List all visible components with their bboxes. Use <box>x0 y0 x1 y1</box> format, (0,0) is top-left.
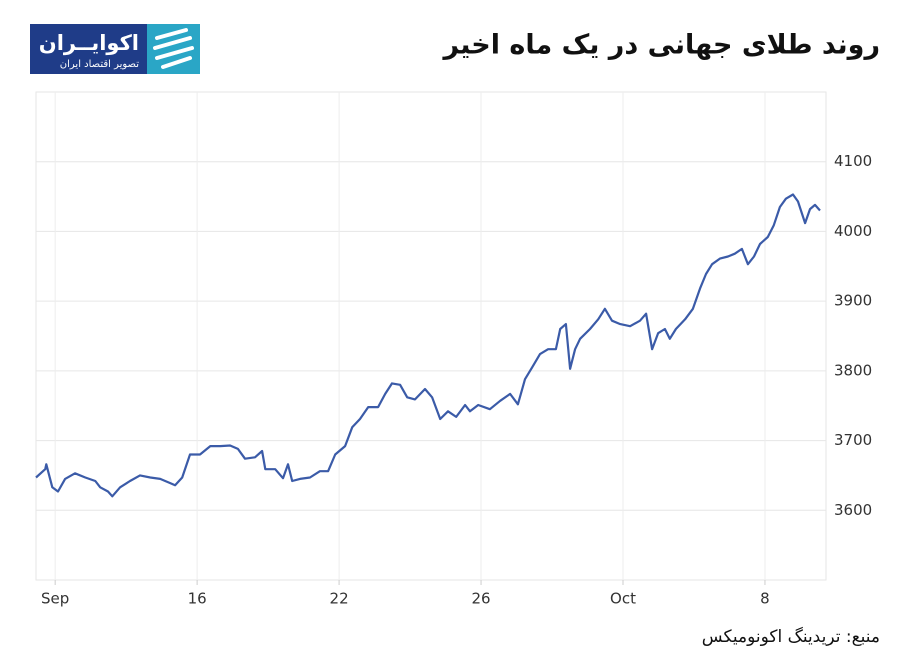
x-tick-label: 8 <box>760 590 770 608</box>
x-tick-label: 22 <box>330 590 349 608</box>
logo-tagline: تصویر اقتصاد ایران <box>60 59 139 70</box>
y-tick-label: 3900 <box>834 292 872 310</box>
y-tick-label: 4000 <box>834 222 872 240</box>
x-tick-label: Oct <box>610 590 636 608</box>
logo-stripes <box>153 28 194 69</box>
y-tick-label: 4100 <box>834 152 872 170</box>
source: منبع: تریدینگ اکونومیکس <box>702 626 880 647</box>
logo: اکوایــران تصویر اقتصاد ایران <box>30 24 200 74</box>
y-tick-label: 3800 <box>834 361 872 379</box>
x-tick-label: Sep <box>41 590 69 608</box>
chart-title: روند طلای جهانی در یک ماه اخیر <box>441 30 880 61</box>
plot-frame <box>35 91 827 581</box>
y-tick-label: 3700 <box>834 431 872 449</box>
logo-name: اکوایــران <box>39 31 139 55</box>
price-line <box>35 193 821 498</box>
x-tick-label: 16 <box>188 590 207 608</box>
y-tick-label: 3600 <box>834 501 872 519</box>
x-tick-label: 26 <box>471 590 490 608</box>
